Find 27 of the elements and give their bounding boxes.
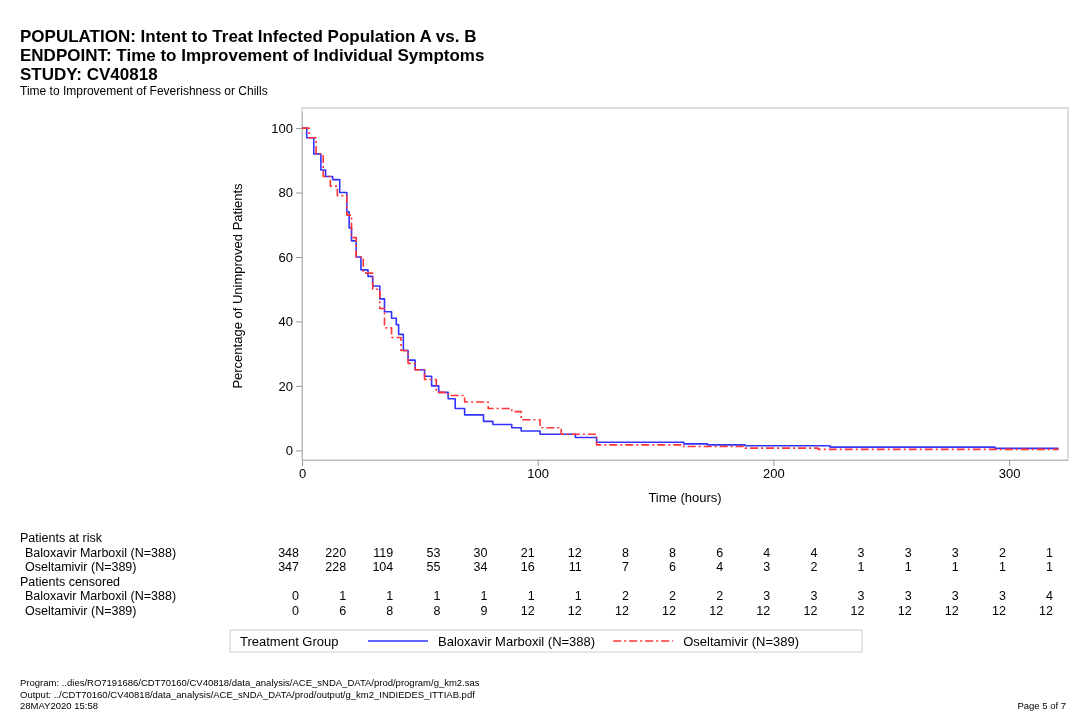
legend-label: Baloxavir Marboxil (N=388) [438,634,596,649]
y-tick-label: 60 [278,249,293,265]
y-tick-label: 20 [278,378,293,394]
text: Patients censored [20,574,121,589]
text: Page 5 of 7 [1017,700,1066,711]
x-tick-label: 0 [298,466,307,482]
text: Patients at risk [20,531,103,545]
y-tick-label: 40 [278,314,293,330]
y-tick-label: 80 [278,185,293,201]
legend-title: Treatment Group [240,634,339,649]
x-axis-title: Time (hours) [648,490,722,505]
text: Baloxavir Marboxil (N=388) 348 220 119 53 30 21 12 8 8 6 4 4 3 3 3 2 1 [25,545,1053,560]
text: Time to Improvement of Feverishness or Chills [20,84,268,98]
x-tick-label: 300 [998,466,1021,482]
legend-label: Oseltamivir (N=389) [683,634,800,649]
text: 28MAY2020 15:58 [20,700,98,711]
text: Output: ../CDT70160/CV40818/data_analysis/ACE_sNDA_DATA/prod/output/g_km2_INDIEDES_ITTIAB.pdf [20,688,476,700]
x-tick-label: 200 [763,466,785,482]
y-axis-title: Percentage of Unimproved Patients [230,182,245,389]
text: Oseltamivir (N=389) 0 6 8 8 9 12 12 12 12 12 12 12 12 12 12 12 12 [25,603,1053,618]
text: Program: ..dies/RO7191686/CDT70160/CV40818/data_analysis/ACE_sNDA_DATA/prod/program/g_km2.sas [20,677,480,688]
y-tick-label: 0 [285,442,293,458]
x-tick-label: 100 [527,466,550,482]
y-tick-label: 100 [271,120,293,136]
chart-title: POPULATION: Intent to Treat Infected Population A vs. B ENDPOINT: Time to Improvement of Individual Symptoms STUDY: CV40818 [20,27,485,84]
text: Oseltamivir (N=389) 347 228 104 55 34 16 11 7 6 4 3 2 1 1 1 1 1 [25,560,1053,574]
text: Baloxavir Marboxil (N=388) 0 1 1 1 1 1 1 2 2 2 3 3 3 3 3 3 4 [25,589,1053,603]
